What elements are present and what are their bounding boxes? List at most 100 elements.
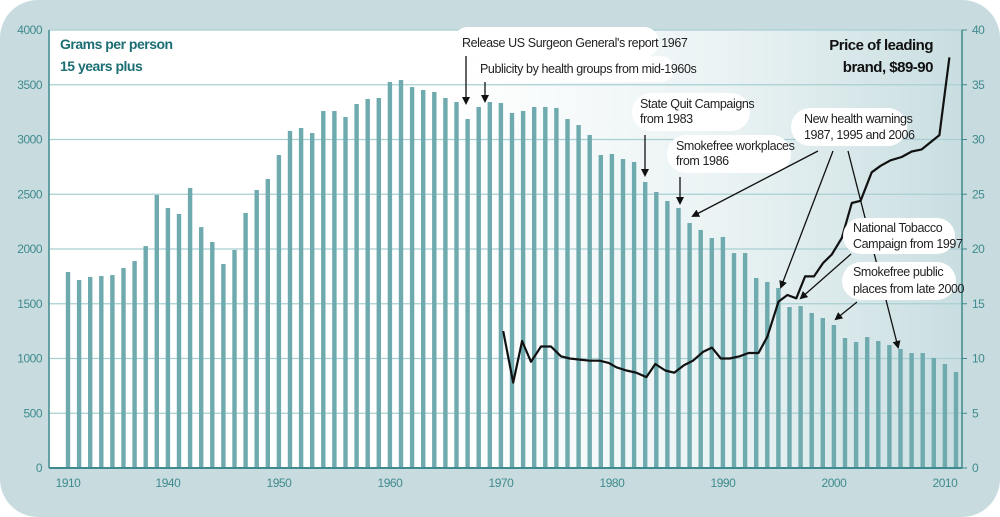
bar-1993 (754, 278, 759, 468)
left-tick-label: 1500 (17, 297, 43, 311)
right-axis-ticks: 0 5 10 15 20 25 30 35 40 (962, 23, 986, 475)
annotation-text: Smokefree workplaces (676, 139, 795, 153)
bar-1983 (643, 181, 648, 468)
bar-1985 (665, 201, 670, 468)
annotation-text: State Quit Campaigns (640, 97, 754, 111)
left-tick-label: 1000 (17, 352, 43, 366)
right-tick-label: 40 (972, 23, 985, 37)
bar-1988 (698, 229, 703, 468)
bar-1992 (742, 253, 748, 468)
right-tick-label: 25 (972, 187, 985, 201)
bar-2011 (953, 371, 959, 468)
annotation-arrow (834, 301, 858, 321)
bar-1938 (143, 246, 148, 468)
bar-1962 (409, 87, 415, 468)
right-tick-label: 30 (972, 133, 985, 147)
bar-1956 (343, 117, 348, 469)
right-tick-label: 10 (972, 352, 985, 366)
annotation-text: National Tobacco (853, 221, 943, 235)
bar-1945 (221, 264, 226, 468)
bar-1954 (321, 111, 326, 468)
bar-1961 (398, 80, 404, 468)
annotation-bubble (791, 108, 907, 146)
right-axis-label-line-1: Price of leading (829, 37, 933, 54)
bar-1941 (176, 213, 182, 468)
bar-2005 (887, 345, 892, 468)
bar-1964 (432, 91, 437, 469)
bar-1947 (243, 212, 248, 468)
bar-1966 (454, 102, 459, 469)
bar-1979 (598, 155, 603, 468)
left-axis-ticks: 0 500 1000 1500 2000 2500 3000 3500 4000 (17, 23, 43, 475)
annotation-bubble (632, 93, 750, 131)
left-tick-label: 3500 (17, 78, 43, 92)
bar-1996 (787, 307, 792, 468)
right-tick-label: 0 (972, 461, 979, 475)
right-axis-label-line-2: brand, $89-90 (843, 59, 933, 76)
price-line (502, 57, 951, 384)
left-tick-label: 500 (23, 406, 42, 420)
bar-1984 (654, 191, 659, 468)
bar-1963 (421, 90, 426, 469)
bar-1994 (765, 281, 770, 468)
bar-1998 (809, 312, 814, 468)
right-tick-label: 15 (972, 297, 985, 311)
bar-1949 (265, 179, 270, 469)
bar-1970 (498, 103, 504, 468)
left-axis-label-line-1: Grams per person (60, 36, 173, 52)
bar-2007 (909, 353, 914, 468)
bar-1939 (154, 195, 159, 469)
bar-1968 (476, 106, 481, 468)
bar-1974 (543, 106, 548, 468)
annotations: Release US Surgeon General's report 1967… (453, 27, 965, 349)
x-axis-ticks: 1910 1940 1950 1960 1970 1980 1990 2000 2010 (56, 476, 959, 490)
annotation-arrow (691, 150, 819, 217)
bar-1955 (332, 111, 337, 468)
bar-2008 (920, 353, 925, 468)
bar-2004 (876, 340, 881, 468)
annotation-text: from 1983 (640, 112, 693, 126)
x-tick-label: 1980 (600, 476, 626, 490)
bar-1953 (310, 133, 315, 469)
left-tick-label: 4000 (17, 23, 43, 37)
annotation-bubble (474, 56, 674, 82)
annotation-text: Publicity by health groups from mid-1960… (480, 62, 697, 76)
bar-1959 (376, 97, 381, 468)
annotation-publicity: Publicity by health groups from mid-1960… (474, 56, 697, 103)
bar-2000 (831, 324, 837, 468)
bar-1977 (576, 125, 581, 469)
bar-1935 (110, 275, 115, 468)
bar-1980 (609, 153, 615, 469)
bar-1958 (365, 98, 370, 469)
right-tick-label: 35 (972, 78, 985, 92)
bar-1989 (709, 238, 714, 468)
left-tick-label: 2000 (17, 242, 43, 256)
left-tick-label: 0 (36, 461, 43, 475)
bar-1997 (798, 306, 803, 468)
bar-1946 (232, 249, 237, 468)
x-tick-label: 1970 (489, 476, 515, 490)
bar-1942 (187, 188, 193, 469)
annotation-surgeon-general: Release US Surgeon General's report 1967 (453, 27, 688, 105)
bar-1981 (620, 158, 626, 468)
annotation-text: 1987, 1995 and 2006 (804, 128, 915, 142)
bar-1976 (565, 119, 570, 468)
right-tick-label: 5 (972, 406, 979, 420)
bar-1951 (287, 130, 293, 469)
x-tick-label: 1950 (267, 476, 293, 490)
bar-1978 (587, 135, 592, 468)
bar-1910 (65, 271, 71, 468)
annotation-national-tobacco: National Tobacco Campaign from 1997 (799, 218, 963, 300)
x-tick-label: 2010 (933, 476, 959, 490)
annotation-text: Campaign from 1997 (853, 237, 963, 251)
bar-1960 (387, 82, 393, 468)
bar-1972 (520, 111, 526, 468)
bar-1969 (487, 102, 492, 469)
bar-1982 (631, 161, 637, 468)
annotation-text: Release US Surgeon General's report 1967 (462, 36, 688, 50)
bars (65, 80, 959, 469)
bar-1991 (731, 253, 737, 468)
bar-1937 (132, 261, 137, 468)
